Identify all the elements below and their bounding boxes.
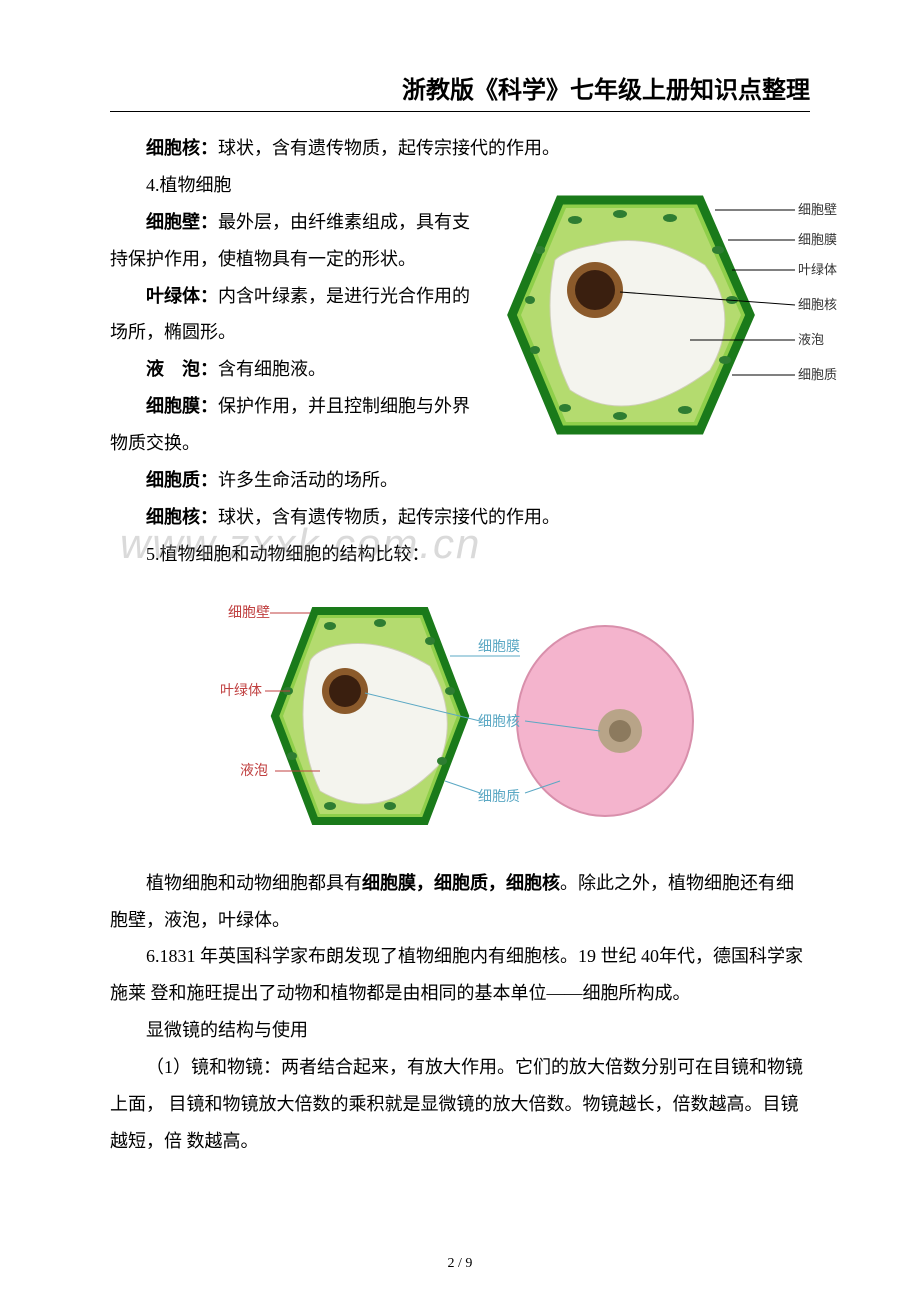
page-number: 2 / 9 xyxy=(0,1256,920,1272)
p-history: 6.1831 年英国科学家布朗发现了植物细胞内有细胞核。19 世纪 40年代，德… xyxy=(110,938,810,1012)
p-nucleus-2: 细胞核：球状，含有遗传物质，起传宗接代的作用。 xyxy=(110,499,810,536)
p-microscope-head: 显微镜的结构与使用 xyxy=(110,1012,810,1049)
label-cytoplasm: 细胞质 xyxy=(798,367,837,382)
svg-text:细胞壁: 细胞壁 xyxy=(228,605,270,621)
p-cytoplasm: 细胞质：许多生命活动的场所。 xyxy=(110,462,810,499)
p-compare-text: 植物细胞和动物细胞都具有细胞膜，细胞质，细胞核。除此之外，植物细胞还有细胞壁，液… xyxy=(110,865,810,939)
label-cell-wall: 细胞壁 xyxy=(798,202,837,217)
svg-text:细胞膜: 细胞膜 xyxy=(478,639,520,655)
main-content: 细胞壁 细胞膜 叶绿体 细胞核 液泡 细胞质 细胞核：球状，含有遗传物质，起传宗… xyxy=(110,130,810,1160)
p-chloroplast: 叶绿体：内含叶绿素，是进行光合作用的场所，椭圆形。 xyxy=(110,278,470,352)
svg-text:叶绿体: 叶绿体 xyxy=(220,683,262,699)
p-cell-wall: 细胞壁：最外层，由纤维素组成，具有支持保护作用，使植物具有一定的形状。 xyxy=(110,204,470,278)
p-nucleus: 细胞核：球状，含有遗传物质，起传宗接代的作用。 xyxy=(110,130,810,167)
page-header-title: 浙教版《科学》七年级上册知识点整理 xyxy=(110,70,810,112)
label-chloroplast: 叶绿体 xyxy=(798,262,837,277)
p-membrane: 细胞膜：保护作用，并且控制细胞与外界物质交换。 xyxy=(110,388,470,462)
svg-text:液泡: 液泡 xyxy=(240,763,268,779)
p-vacuole: 液 泡：含有细胞液。 xyxy=(110,351,470,388)
svg-text:细胞质: 细胞质 xyxy=(478,789,520,805)
svg-text:细胞核: 细胞核 xyxy=(478,714,520,730)
plant-cell-diagram: 细胞壁 细胞膜 叶绿体 细胞核 液泡 细胞质 xyxy=(500,170,840,460)
p-microscope-1: （1）镜和物镜：两者结合起来，有放大作用。它们的放大倍数分别可在目镜和物镜上面，… xyxy=(110,1049,810,1160)
p-compare-head: 5.植物细胞和动物细胞的结构比较： xyxy=(110,536,810,573)
cell-comparison-diagram: 细胞壁 叶绿体 液泡 细胞膜 细胞核 细胞质 xyxy=(220,581,700,851)
label-cell-membrane: 细胞膜 xyxy=(798,232,837,247)
label-nucleus: 细胞核 xyxy=(798,297,837,312)
label-vacuole: 液泡 xyxy=(798,332,824,347)
